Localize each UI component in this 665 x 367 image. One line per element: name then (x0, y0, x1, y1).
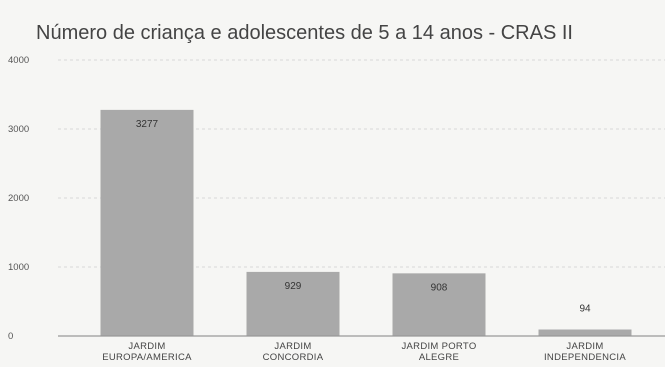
data-label: 929 (285, 281, 302, 292)
y-tick-label: 3000 (8, 124, 29, 135)
bars (100, 109, 632, 337)
x-category-label: JARDIM (566, 341, 603, 352)
chart-title: Número de criança e adolescentes de 5 a … (36, 22, 573, 44)
x-category-label: JARDIM (128, 341, 165, 352)
y-tick-label: 4000 (8, 55, 29, 66)
data-label: 94 (579, 304, 591, 315)
y-tick-label: 2000 (8, 193, 29, 204)
x-category-label: ALEGRE (419, 352, 459, 363)
y-tick-label: 1000 (8, 262, 29, 273)
x-category-label: JARDIM (274, 341, 311, 352)
bar (392, 273, 486, 336)
y-axis-ticks: 0 1000 2000 3000 4000 (8, 55, 29, 342)
bar (538, 329, 632, 336)
x-axis-categories: JARDIMEUROPA/AMERICAJARDIMCONCORDIAJARDI… (102, 341, 626, 363)
gridlines (58, 59, 665, 268)
data-label: 3277 (136, 119, 159, 130)
y-tick-label: 0 (8, 331, 13, 342)
x-category-label: INDEPENDENCIA (544, 352, 626, 363)
x-category-label: EUROPA/AMERICA (102, 352, 192, 363)
bar (246, 271, 340, 336)
data-labels: 3277 929 908 94 (136, 119, 591, 315)
data-label: 908 (431, 282, 448, 293)
bar (100, 109, 194, 337)
x-category-label: CONCORDIA (263, 352, 324, 363)
x-category-label: JARDIM PORTO (401, 341, 476, 352)
